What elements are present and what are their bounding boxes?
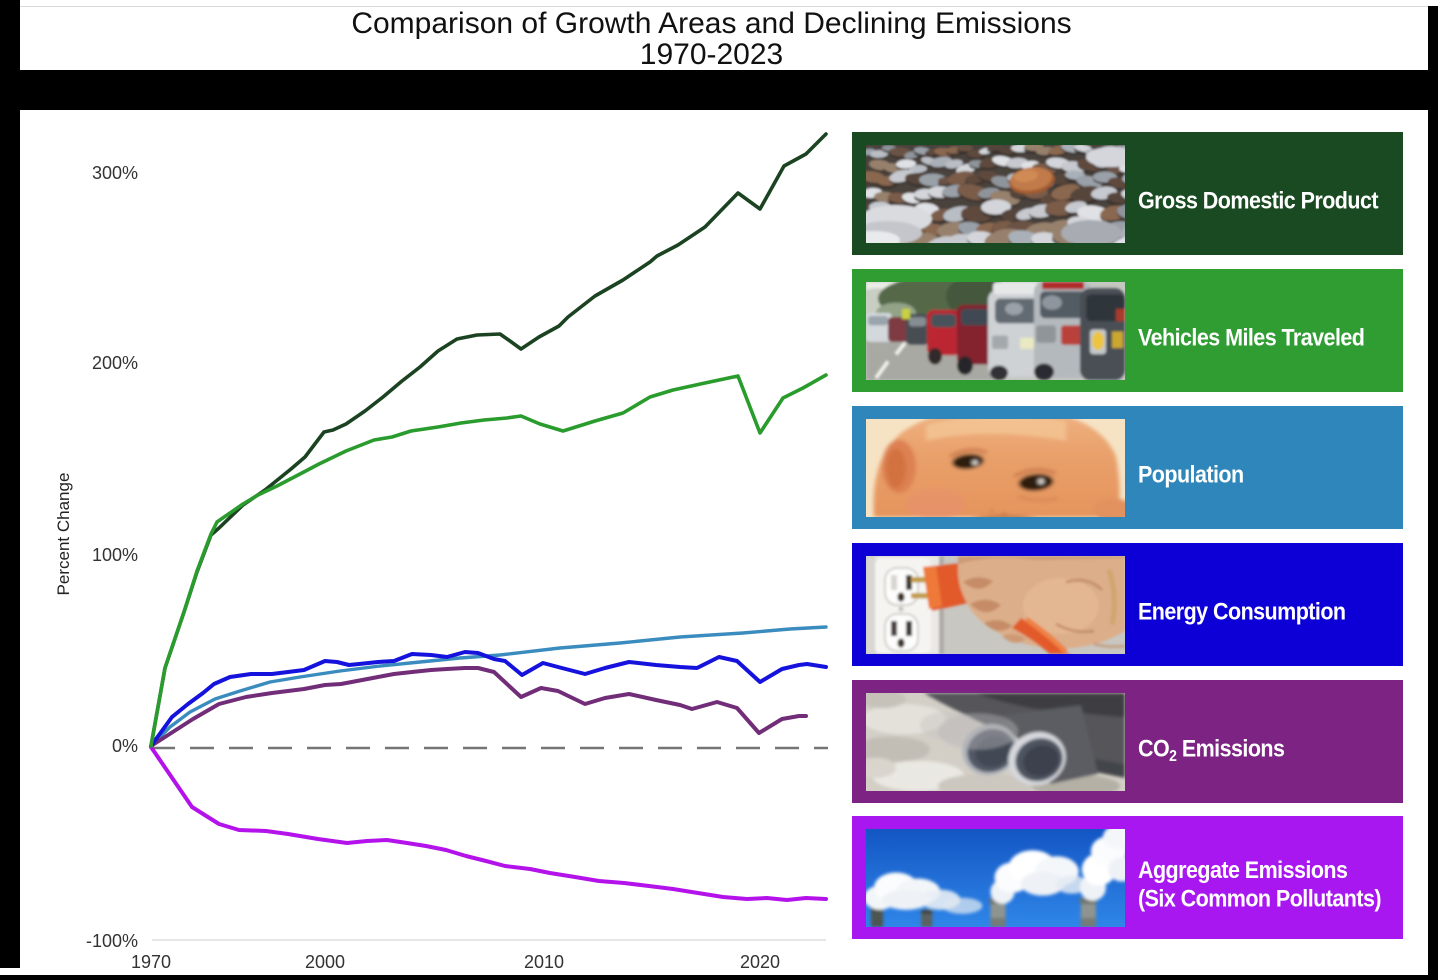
svg-text:1970: 1970 — [131, 952, 171, 972]
svg-text:Percent Change: Percent Change — [54, 473, 73, 596]
svg-text:100%: 100% — [92, 545, 138, 565]
svg-text:0%: 0% — [112, 736, 138, 756]
svg-text:-100%: -100% — [86, 931, 138, 951]
svg-text:2010: 2010 — [524, 952, 564, 972]
svg-text:2000: 2000 — [305, 952, 345, 972]
svg-text:300%: 300% — [92, 163, 138, 183]
svg-text:2020: 2020 — [740, 952, 780, 972]
svg-text:200%: 200% — [92, 353, 138, 373]
